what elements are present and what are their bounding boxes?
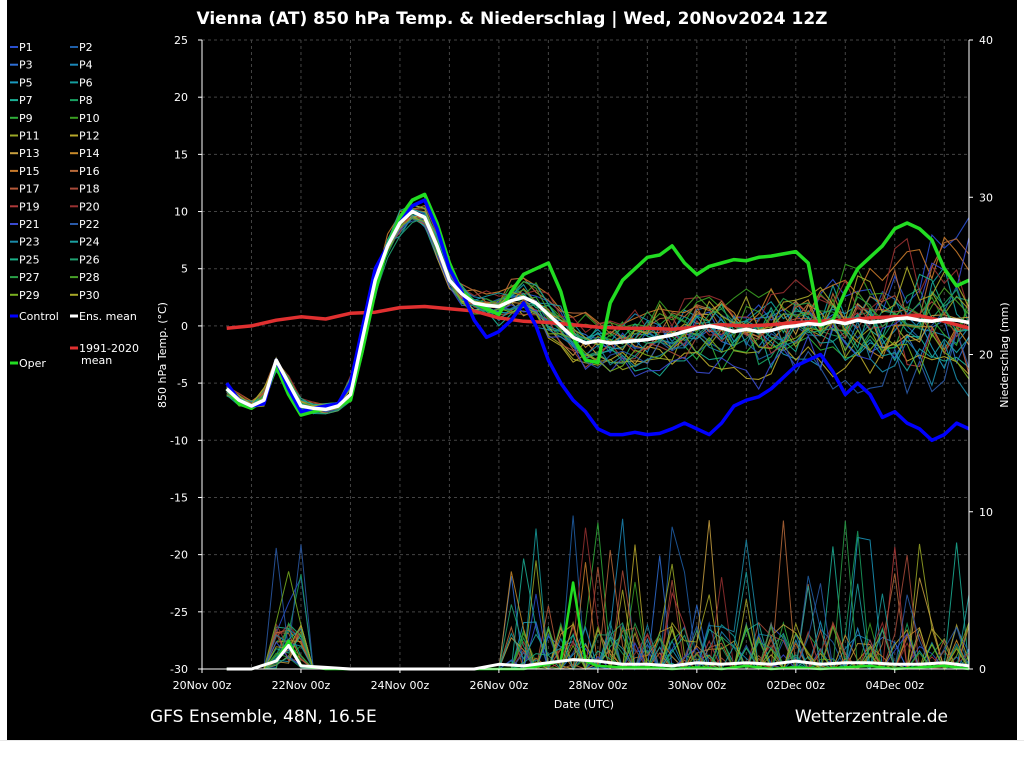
y-tick-label: 5 (181, 263, 188, 276)
legend-label: P19 (19, 200, 40, 213)
legend-label: P22 (79, 218, 100, 231)
chart-title: Vienna (AT) 850 hPa Temp. & Niederschlag… (196, 9, 827, 29)
y2-axis-ticks: 40 30 20 10 0 (969, 34, 993, 676)
legend-label: 1991-2020 mean (79, 342, 139, 367)
legend-label: P21 (19, 218, 40, 231)
y-tick-label: 10 (174, 206, 188, 219)
legend: P1 P2 P3 P4 P5 P6 P7 P8 P9 P10 P11 P12 P13 P14 P15 P16 P… (10, 41, 139, 370)
y2-axis-label: Niederschlag (mm) (998, 302, 1011, 407)
x-tick-label: 24Nov 00z (371, 679, 430, 692)
y-axis-label: 850 hPa Temp. (°C) (156, 302, 169, 408)
legend-label: P2 (79, 41, 93, 54)
y2-tick-label: 0 (979, 663, 986, 676)
series-line-ens-mean (225, 209, 970, 412)
legend-label: P12 (79, 130, 100, 143)
legend-label: P24 (79, 236, 100, 249)
y-tick-label: -5 (177, 377, 188, 390)
x-tick-label: 26Nov 00z (470, 679, 529, 692)
y-tick-label: -10 (170, 434, 188, 447)
legend-label-line: 1991-2020 (79, 342, 139, 355)
y2-tick-label: 40 (979, 34, 993, 47)
legend-label: P15 (19, 165, 40, 178)
legend-label: P6 (79, 76, 93, 89)
legend-label: P30 (79, 289, 100, 302)
legend-label: P9 (19, 112, 33, 125)
y2-tick-label: 20 (979, 349, 993, 362)
series-line-oper (225, 192, 970, 417)
legend-label: P14 (79, 147, 100, 160)
legend-label: Ens. mean (79, 310, 137, 323)
y-axis-ticks: 25 20 15 10 5 0 -5 -10 -15 -20 -25 -30 (170, 34, 202, 676)
legend-label: P13 (19, 147, 40, 160)
y-tick-label: 15 (174, 148, 188, 161)
y-tick-label: -15 (170, 491, 188, 504)
x-tick-label: 28Nov 00z (569, 679, 628, 692)
y2-tick-label: 10 (979, 506, 993, 519)
legend-label: P29 (19, 289, 40, 302)
y-tick-label: -30 (170, 663, 188, 676)
y-tick-label: 0 (181, 320, 188, 333)
legend-label: P3 (19, 59, 33, 72)
legend-label: P4 (79, 59, 93, 72)
x-axis-ticks: 20Nov 00z 22Nov 00z 24Nov 00z 26Nov 00z 28No… (173, 669, 924, 692)
legend-label: P20 (79, 200, 100, 213)
series-line-1991-2020-mean (226, 304, 970, 332)
legend-label: P8 (79, 94, 93, 107)
series-line-control (225, 198, 970, 443)
legend-label: P17 (19, 183, 40, 196)
x-axis-label: Date (UTC) (554, 698, 614, 711)
y-tick-label: -20 (170, 549, 188, 562)
y2-tick-label: 30 (979, 191, 993, 204)
x-tick-label: 30Nov 00z (667, 679, 726, 692)
legend-label: P1 (19, 41, 33, 54)
legend-label: P28 (79, 271, 100, 284)
series-line-ens-mean-precip (226, 643, 970, 671)
x-tick-label: 04Dec 00z (865, 679, 924, 692)
legend-label: P10 (79, 112, 100, 125)
legend-label: P23 (19, 236, 40, 249)
footer-source: GFS Ensemble, 48N, 16.5E (150, 707, 377, 727)
legend-label: Oper (19, 357, 46, 370)
legend-label: P7 (19, 94, 33, 107)
legend-label: P5 (19, 76, 33, 89)
y-tick-label: 20 (174, 91, 188, 104)
legend-label: P27 (19, 271, 40, 284)
y-tick-label: -25 (170, 606, 188, 619)
x-tick-label: 20Nov 00z (173, 679, 232, 692)
legend-label: P26 (79, 253, 100, 266)
y-tick-label: 25 (174, 34, 188, 47)
legend-label: P18 (79, 183, 100, 196)
footer-brand: Wetterzentrale.de (795, 707, 948, 727)
x-tick-label: 22Nov 00z (272, 679, 331, 692)
legend-label: Control (19, 310, 59, 323)
legend-label: P11 (19, 130, 40, 143)
page-bottom-margin (0, 740, 1024, 758)
legend-label: P16 (79, 165, 100, 178)
x-tick-label: 02Dec 00z (767, 679, 826, 692)
legend-label-line: mean (81, 354, 112, 367)
legend-label: P25 (19, 253, 40, 266)
